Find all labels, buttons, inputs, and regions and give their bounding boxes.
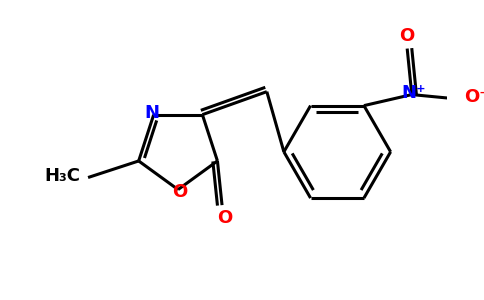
Text: O: O — [172, 183, 187, 201]
Text: O: O — [217, 209, 232, 227]
Text: O⁻: O⁻ — [464, 88, 484, 106]
Text: O: O — [399, 27, 414, 45]
Text: N⁺: N⁺ — [401, 84, 426, 102]
Text: N: N — [144, 104, 159, 122]
Text: H₃C: H₃C — [45, 167, 81, 185]
